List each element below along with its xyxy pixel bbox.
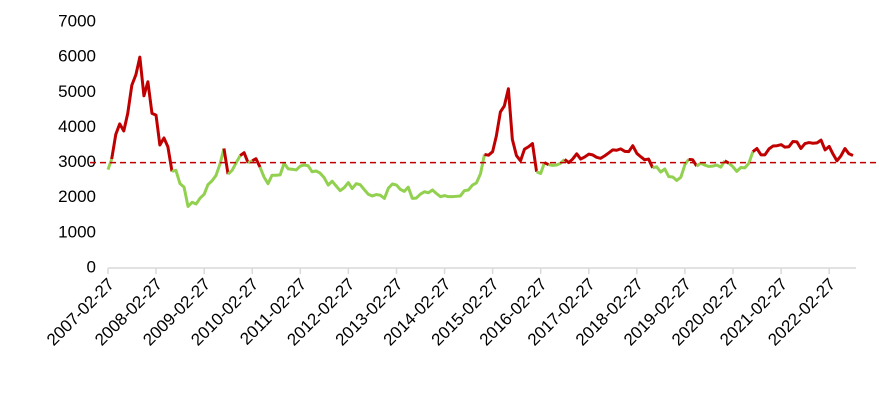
line-segment: [695, 160, 727, 169]
line-segment: [227, 154, 242, 176]
line-segment: [251, 157, 262, 168]
line-segment: [239, 151, 250, 164]
line-segment: [535, 162, 546, 175]
y-tick-label: 7000: [58, 11, 96, 30]
line-segment: [724, 159, 730, 165]
line-segment: [563, 144, 655, 169]
y-tick-label: 3000: [58, 152, 96, 171]
line-segment: [688, 157, 698, 167]
y-tick-label: 6000: [58, 47, 96, 66]
line-segment: [727, 151, 755, 173]
line-segment: [484, 87, 539, 172]
line-segment: [222, 148, 230, 175]
line-segment: [110, 55, 174, 172]
y-tick-label: 0: [87, 257, 96, 276]
line-segment: [258, 154, 486, 200]
y-tick-label: 4000: [58, 117, 96, 136]
y-tick-label: 5000: [58, 82, 96, 101]
y-tick-label: 2000: [58, 187, 96, 206]
y-tick-label: 1000: [58, 222, 96, 241]
line-segment: [106, 158, 114, 171]
line-segment: [171, 148, 226, 208]
line-segment: [751, 138, 854, 163]
line-segment: [652, 158, 690, 182]
